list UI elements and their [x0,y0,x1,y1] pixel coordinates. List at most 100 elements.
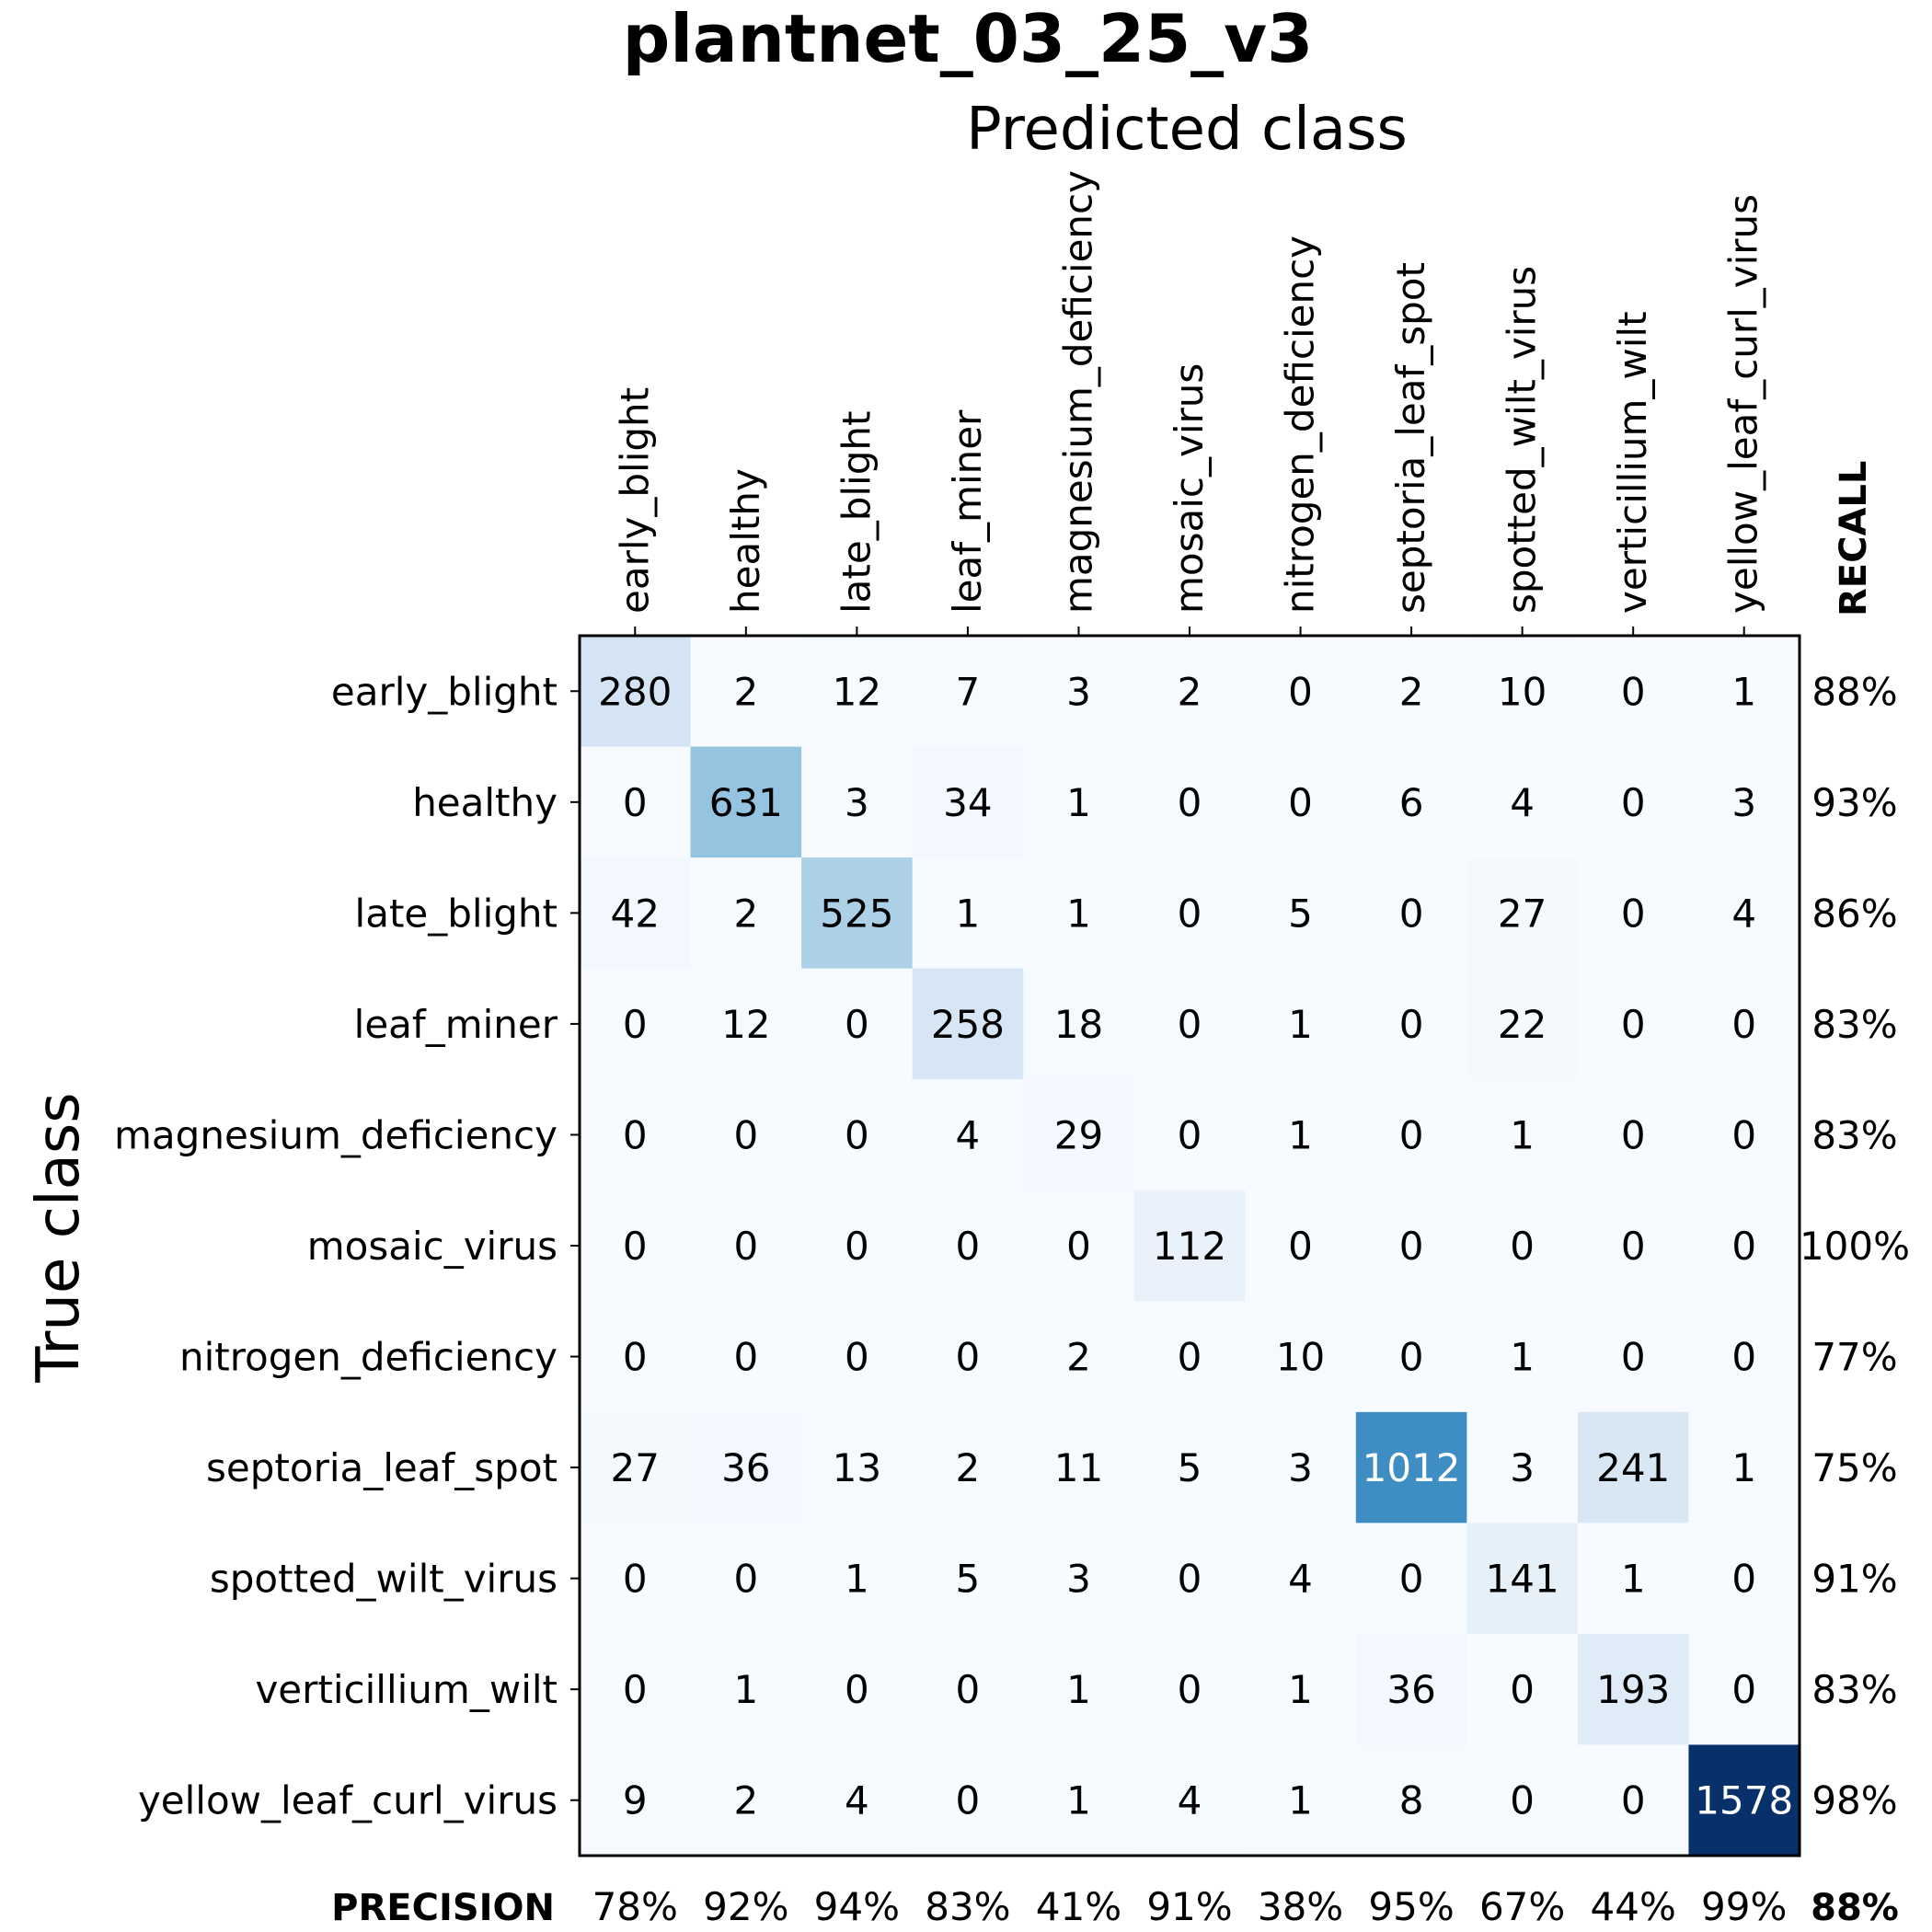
matrix-cell [1023,1301,1135,1413]
matrix-cell [690,1411,802,1524]
matrix-cell [1245,1079,1357,1191]
matrix-cell [1355,1633,1467,1745]
matrix-cell-value: 1578 [1695,1778,1793,1823]
matrix-cell-value: 0 [1621,1335,1646,1380]
matrix-cell [912,746,1024,858]
matrix-cell [1466,1411,1579,1524]
matrix-cell [690,746,802,858]
matrix-cell-value: 6 [1399,780,1424,825]
recall-value: 98% [1811,1778,1897,1823]
recall-column: RECALL 88% 93% 86% 83% 83% 100% 77% 75% 91% 83% 98… [1800,461,1910,1823]
matrix-cell [801,636,914,748]
matrix-cell [580,1523,692,1635]
matrix-cell [580,1744,692,1857]
matrix-cell-value: 3 [1288,1445,1313,1490]
matrix-cell-value: 631 [709,780,783,825]
precision-value: 83% [925,1884,1010,1929]
matrix-cell-value: 0 [845,1224,869,1269]
precision-value: 44% [1591,1884,1676,1929]
matrix-cell-value: 4 [1288,1557,1313,1602]
x-tick-label: magnesium_deficiency [1055,170,1100,614]
matrix-cell-value: 4 [1731,891,1756,936]
matrix-cell-value: 3 [1066,1557,1091,1602]
matrix-cell [1466,857,1579,970]
y-tick-label: septoria_leaf_spot [206,1445,558,1490]
y-tick-label: mosaic_virus [307,1224,558,1269]
matrix-cell [801,1079,914,1191]
matrix-cell [1245,1301,1357,1413]
matrix-cell-value: 0 [1178,1002,1202,1047]
matrix-cell-value: 2 [733,1778,758,1823]
matrix-cell-value: 0 [1178,1667,1202,1712]
matrix-cell [1466,1079,1579,1191]
matrix-cell [690,636,802,748]
matrix-cell [580,857,692,970]
matrix-cell-value: 7 [956,669,981,714]
matrix-cell [1133,1301,1246,1413]
matrix-cell-value: 27 [1498,891,1547,936]
matrix-cell-value: 1 [1731,669,1756,714]
matrix-cell-value: 0 [733,1112,758,1157]
matrix-cell [1133,1190,1246,1302]
matrix-cell [1355,636,1467,748]
matrix-cell [690,968,802,1080]
chart-title: plantnet_03_25_v3 [623,0,1313,77]
matrix-cell [1688,1411,1800,1524]
matrix-cell [801,1523,914,1635]
matrix-cell [1466,968,1579,1080]
recall-value: 88% [1811,669,1897,714]
precision-value: 91% [1146,1884,1232,1929]
matrix-cell-value: 0 [956,1778,981,1823]
matrix-cell-value: 0 [1621,669,1646,714]
matrix-cell [1133,1633,1246,1745]
matrix-cell [1466,1190,1579,1302]
matrix-cell-value: 10 [1276,1335,1325,1380]
matrix-cell-value: 22 [1498,1002,1547,1047]
matrix-cell-value: 0 [1178,1335,1202,1380]
recall-value: 93% [1811,780,1897,825]
matrix-cell [1688,968,1800,1080]
matrix-cell-value: 2 [1066,1335,1091,1380]
matrix-cell-value: 0 [1066,1224,1091,1269]
matrix-cell-value: 0 [1178,1557,1202,1602]
matrix-cell-value: 0 [1178,1112,1202,1157]
precision-value: 78% [592,1884,678,1929]
recall-header: RECALL [1833,461,1875,616]
matrix-cell [1577,968,1689,1080]
matrix-cell [1023,1411,1135,1524]
matrix-cell [1355,1301,1467,1413]
matrix-cell [1245,1523,1357,1635]
matrix-cell-value: 34 [943,780,992,825]
matrix-cell-value: 0 [845,1667,869,1712]
matrix-cell-value: 0 [623,1224,648,1269]
matrix-cell-value: 1 [1621,1557,1646,1602]
matrix-cell-value: 1 [1288,1778,1313,1823]
matrix-cell [1577,1079,1689,1191]
matrix-cell [1466,746,1579,858]
matrix-cell-value: 12 [721,1002,770,1047]
recall-value: 77% [1811,1335,1897,1380]
precision-value: 67% [1479,1884,1565,1929]
matrix-cell-value: 0 [733,1335,758,1380]
matrix-cell [801,1633,914,1745]
matrix-cell [1688,1079,1800,1191]
matrix-cell [690,1523,802,1635]
matrix-cell [1688,1523,1800,1635]
matrix-cell-value: 13 [833,1445,881,1490]
matrix-cell-value: 0 [623,780,648,825]
matrix-cell [1688,1301,1800,1413]
matrix-cell [580,1190,692,1302]
matrix-cell-value: 0 [1510,1778,1535,1823]
matrix-cell [801,746,914,858]
matrix-cell [1245,746,1357,858]
matrix-cell-value: 1 [1731,1445,1756,1490]
matrix-cell-value: 1 [1066,1667,1091,1712]
matrix-cell [690,1079,802,1191]
recall-value: 83% [1811,1667,1897,1712]
matrix-cell [1355,968,1467,1080]
matrix-cell [1023,1190,1135,1302]
matrix-cell [1245,968,1357,1080]
matrix-cells [580,636,1800,1857]
matrix-cell-value: 4 [845,1778,869,1823]
